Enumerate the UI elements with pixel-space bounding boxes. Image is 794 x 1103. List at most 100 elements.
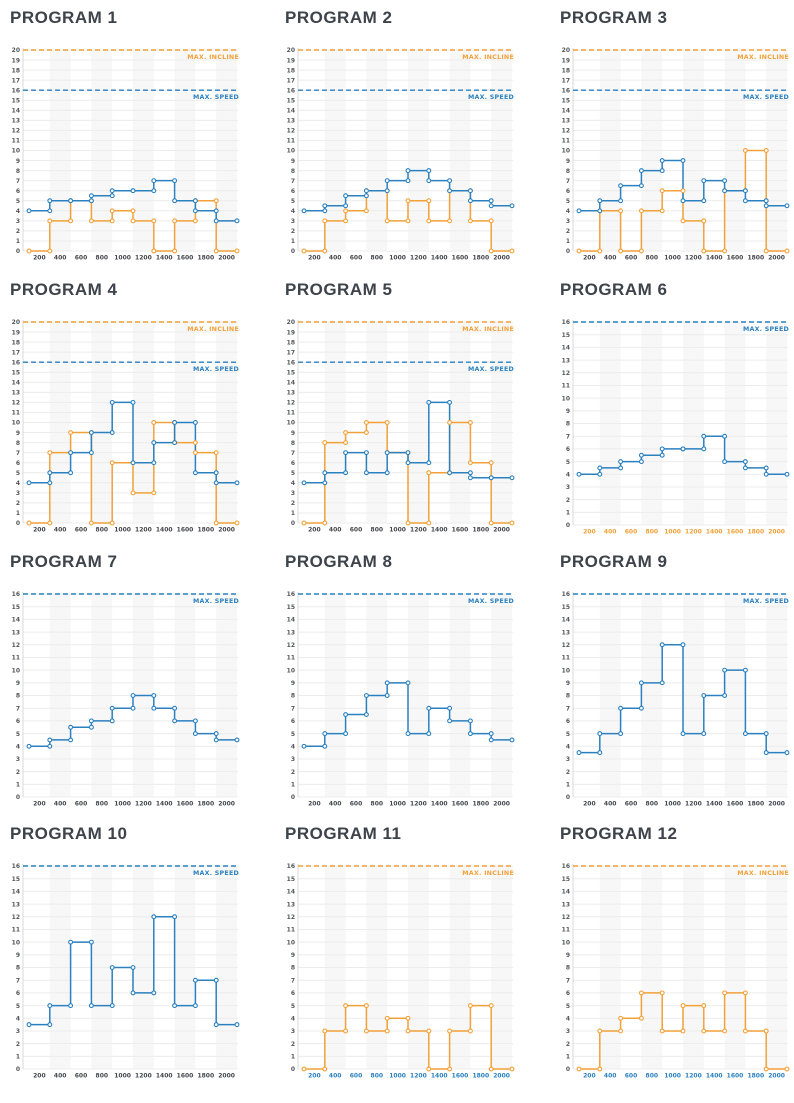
x-tick-label: 2000 — [493, 527, 510, 534]
speed-marker — [701, 693, 707, 698]
y-tick-label: 6 — [16, 718, 20, 725]
incline-marker — [47, 450, 53, 456]
y-tick-label: 15 — [12, 604, 20, 611]
x-tick-label: 1800 — [747, 255, 764, 262]
x-tick-label: 800 — [371, 801, 384, 808]
speed-marker — [88, 430, 94, 436]
speed-marker — [363, 450, 369, 456]
incline-marker — [151, 420, 157, 425]
y-tick-label: 0 — [16, 520, 20, 527]
speed-marker — [659, 168, 665, 174]
x-tick-label: 400 — [329, 1073, 342, 1080]
y-tick-label: 19 — [12, 57, 20, 64]
x-tick-label: 200 — [308, 801, 321, 808]
speed-marker — [426, 168, 432, 174]
speed-marker — [722, 433, 728, 439]
speed-marker — [405, 178, 411, 184]
y-tick-label: 14 — [287, 108, 295, 115]
incline-marker — [488, 1003, 494, 1009]
speed-marker — [130, 188, 136, 194]
y-tick-label: 13 — [562, 118, 570, 125]
x-tick-label: 2000 — [768, 529, 785, 536]
y-tick-label: 14 — [12, 108, 20, 115]
program-cell: PROGRAM 10 0 1 2 3 4 5 6 7 8 9 10 11 12 13 14 15 16 MAX. S… — [8, 824, 283, 1096]
y-tick-label: 8 — [566, 168, 570, 175]
x-tick-label: 800 — [646, 801, 659, 808]
speed-marker — [680, 198, 686, 204]
y-tick-label: 1 — [566, 238, 570, 245]
speed-marker — [363, 188, 369, 194]
incline-marker — [192, 450, 198, 456]
y-tick-label: 13 — [287, 390, 295, 397]
speed-marker — [618, 465, 624, 471]
y-tick-label: 11 — [12, 138, 20, 145]
speed-marker — [192, 198, 198, 204]
x-tick-label: 1400 — [431, 801, 448, 808]
incline-max-line-label: MAX. INCLINE — [462, 54, 514, 61]
program-cell: PROGRAM 9 0 1 2 3 4 5 6 7 8 9 10 11 12 13 14 15 16 MAX. SP… — [558, 552, 794, 824]
speed-marker — [638, 183, 644, 189]
y-tick-label: 14 — [562, 108, 570, 115]
x-tick-label: 400 — [54, 1073, 67, 1080]
y-tick-label: 11 — [287, 410, 295, 417]
incline-marker — [405, 198, 411, 204]
x-tick-label: 1600 — [452, 1073, 469, 1080]
incline-marker — [638, 208, 644, 214]
incline-marker — [701, 1028, 707, 1034]
y-tick-label: 13 — [12, 390, 20, 397]
speed-marker — [343, 203, 349, 209]
y-tick-label: 0 — [566, 1066, 570, 1073]
speed-marker — [784, 471, 790, 477]
y-tick-label: 13 — [287, 629, 295, 636]
incline-marker — [576, 1066, 582, 1072]
x-tick-label: 2000 — [218, 255, 235, 262]
x-tick-label: 1000 — [389, 255, 406, 262]
y-tick-label: 1 — [566, 782, 570, 789]
speed-marker — [447, 188, 453, 194]
incline-marker — [784, 248, 790, 254]
speed-marker — [488, 737, 494, 743]
y-tick-label: 2 — [566, 1041, 570, 1048]
y-tick-label: 16 — [562, 863, 570, 870]
y-tick-label: 3 — [16, 490, 20, 497]
incline-marker — [192, 218, 198, 224]
incline-marker — [426, 1066, 432, 1072]
speed-marker — [576, 208, 582, 214]
y-tick-label: 8 — [291, 440, 295, 447]
y-tick-label: 11 — [562, 655, 570, 662]
incline-marker — [322, 218, 328, 224]
x-tick-label: 1800 — [747, 1073, 764, 1080]
x-tick-label: 1600 — [727, 1073, 744, 1080]
y-tick-label: 10 — [562, 667, 570, 674]
incline-marker — [447, 1066, 453, 1072]
y-tick-label: 17 — [12, 77, 20, 84]
x-tick-label: 200 — [583, 529, 596, 536]
x-tick-label: 400 — [54, 527, 67, 534]
y-tick-label: 12 — [562, 914, 570, 921]
y-tick-label: 7 — [566, 178, 570, 185]
y-tick-label: 4 — [566, 743, 570, 750]
program-cell: PROGRAM 1 0 1 2 3 4 5 6 7 8 9 10 11 12 13 14 15 16 17 18 19 2… — [8, 8, 283, 280]
incline-marker — [109, 520, 115, 526]
x-tick-label: 800 — [646, 1073, 659, 1080]
y-tick-label: 20 — [12, 47, 20, 54]
speed-marker — [763, 198, 769, 204]
speed-marker — [488, 475, 494, 481]
y-tick-label: 8 — [566, 965, 570, 972]
y-tick-label: 10 — [287, 148, 295, 155]
y-tick-label: 2 — [16, 228, 20, 235]
y-tick-label: 0 — [16, 794, 20, 801]
speed-marker — [659, 446, 665, 452]
speed-marker — [467, 718, 473, 724]
program-title: PROGRAM 10 — [10, 824, 128, 843]
speed-marker — [576, 471, 582, 477]
x-tick-label: 1000 — [114, 527, 131, 534]
incline-marker — [322, 248, 328, 254]
incline-marker — [405, 1015, 411, 1021]
speed-marker — [784, 750, 790, 756]
speed-marker — [88, 450, 94, 456]
speed-marker — [701, 198, 707, 204]
y-tick-label: 6 — [291, 718, 295, 725]
